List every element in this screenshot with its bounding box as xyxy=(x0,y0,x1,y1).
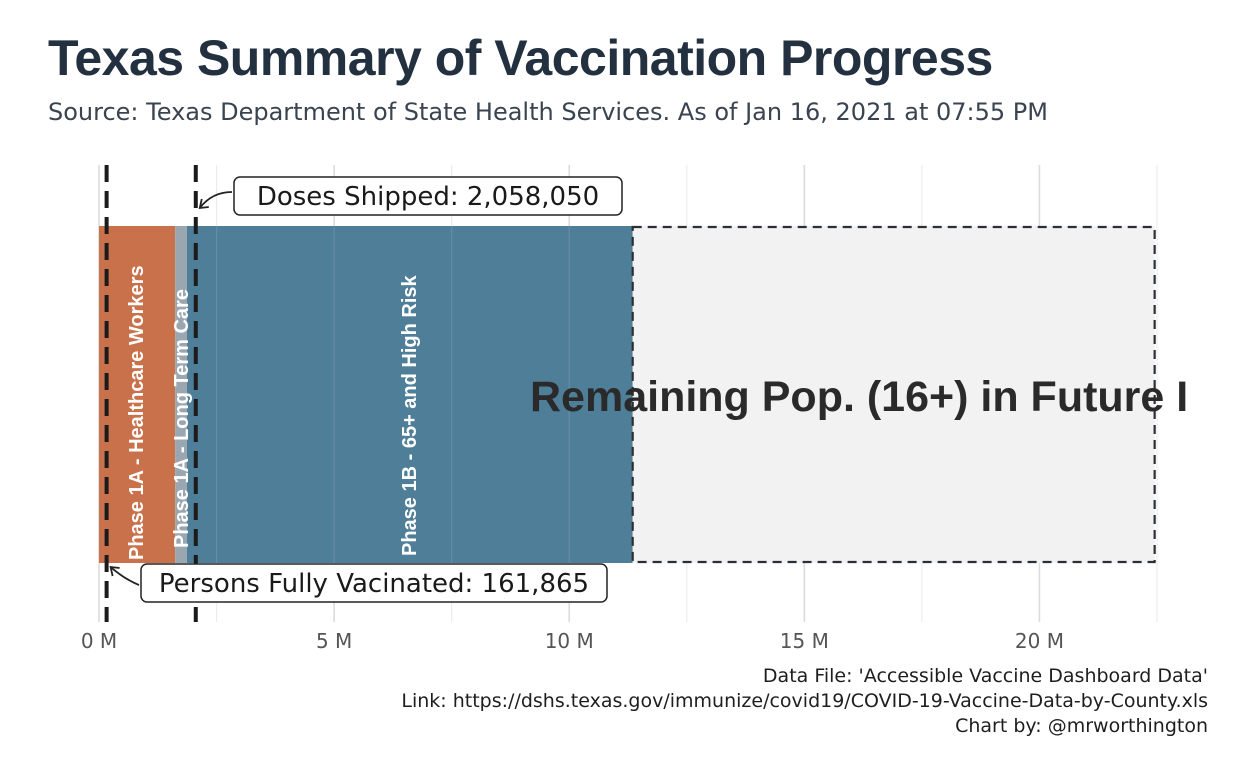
caption-data-file: Data File: 'Accessible Vaccine Dashboard… xyxy=(762,665,1208,687)
x-tick-label: 5 M xyxy=(316,629,352,653)
phase-bar xyxy=(175,226,187,563)
bar-segments xyxy=(99,225,1156,564)
segment-label-remaining: Remaining Pop. (16+) in Future I xyxy=(530,373,1188,421)
remaining-population-outline xyxy=(631,225,1156,564)
caption-link[interactable]: Link: https://dshs.texas.gov/immunize/co… xyxy=(401,690,1208,712)
annotation-arrowhead xyxy=(198,198,209,210)
remaining-population-bar xyxy=(632,226,1155,563)
annotations: Doses Shipped: 2,058,050 Persons Fully Va… xyxy=(109,176,623,603)
x-tick-label: 15 M xyxy=(780,629,829,653)
segment-label: Phase 1B - 65+ and High Risk xyxy=(399,274,421,556)
phase-bar xyxy=(186,226,633,563)
phase-bar xyxy=(99,226,176,563)
x-tick-label: 10 M xyxy=(545,629,594,653)
segment-label: Phase 1A - Healthcare Workers xyxy=(126,265,148,560)
annotation-box xyxy=(233,176,623,216)
x-axis-ticks: 0 M 5 M 10 M 15 M 20 M xyxy=(81,629,1064,653)
chart-caption: Data File: 'Accessible Vaccine Dashboard… xyxy=(401,664,1208,739)
annotation-arrow xyxy=(199,191,233,209)
segment-labels: Phase 1A - Healthcare Workers Phase 1A - … xyxy=(126,265,1188,560)
annotation-box xyxy=(140,563,608,603)
annotation-arrowhead xyxy=(109,565,120,577)
chart-title: Texas Summary of Vaccination Progress xyxy=(48,30,993,86)
annotation-arrow xyxy=(110,566,140,586)
reference-lines xyxy=(104,165,198,622)
annotation-persons-vaccinated: Persons Fully Vacinated: 161,865 xyxy=(159,569,589,599)
caption-credit: Chart by: @mrworthington xyxy=(955,715,1208,737)
segment-label: Phase 1A - Long Term Care xyxy=(171,289,193,548)
x-tick-label: 0 M xyxy=(81,629,117,653)
chart-subtitle: Source: Texas Department of State Health… xyxy=(48,98,1048,126)
x-tick-label: 20 M xyxy=(1015,629,1064,653)
annotation-doses-shipped: Doses Shipped: 2,058,050 xyxy=(257,182,599,212)
